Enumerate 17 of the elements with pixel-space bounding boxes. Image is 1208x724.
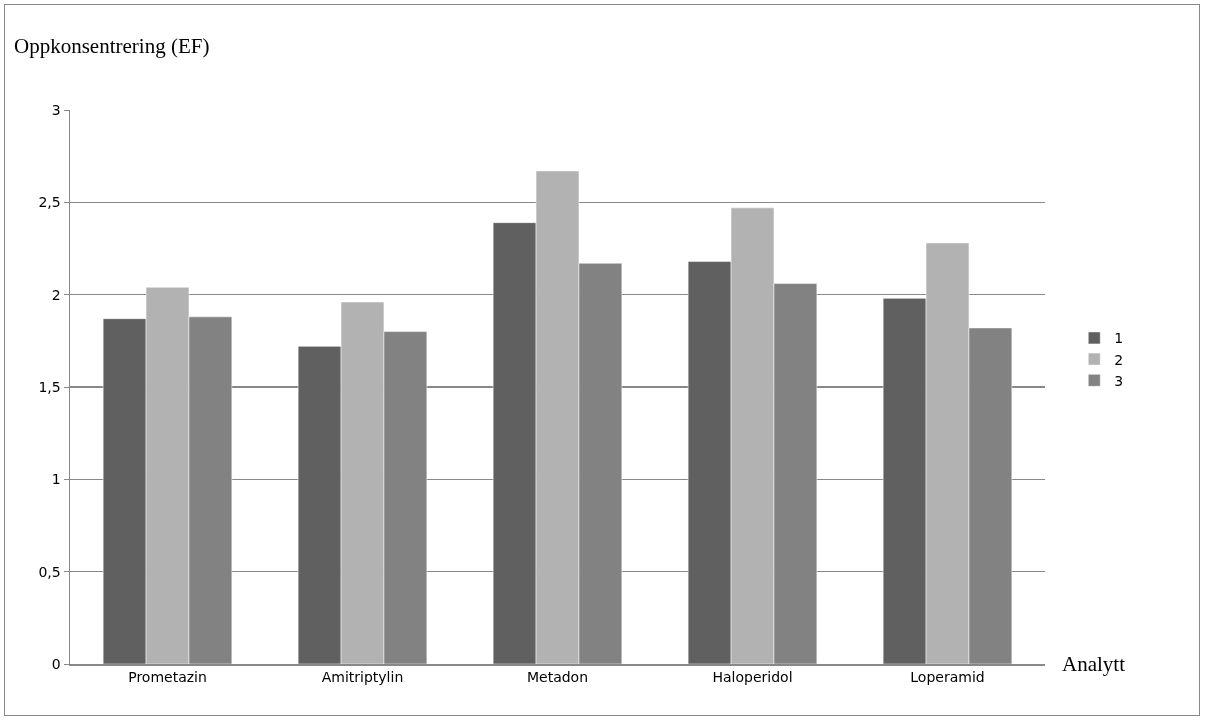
y-tick-label: 1,5 <box>38 378 61 395</box>
y-tick-label: 0 <box>51 655 61 672</box>
y-tick-label: 3 <box>51 101 61 118</box>
x-tick-label: Haloperidol <box>712 669 793 686</box>
x-axis-title: Analytt <box>1062 652 1126 676</box>
y-tick-label: 2 <box>51 286 61 303</box>
y-tick-label: 2,5 <box>38 194 61 211</box>
y-tick-label: 0,5 <box>38 563 61 580</box>
legend-label: 1 <box>1114 330 1124 347</box>
x-tick-label: Prometazin <box>128 669 207 686</box>
x-tick-label: Loperamid <box>910 669 985 686</box>
legend-label: 3 <box>1114 372 1124 389</box>
x-tick-label: Amitriptylin <box>321 669 404 686</box>
legend-label: 2 <box>1114 351 1124 368</box>
x-tick-label: Metadon <box>526 669 589 686</box>
y-tick-label: 1 <box>51 471 61 488</box>
y-axis-title: Oppkonsentrering (EF) <box>14 34 210 58</box>
